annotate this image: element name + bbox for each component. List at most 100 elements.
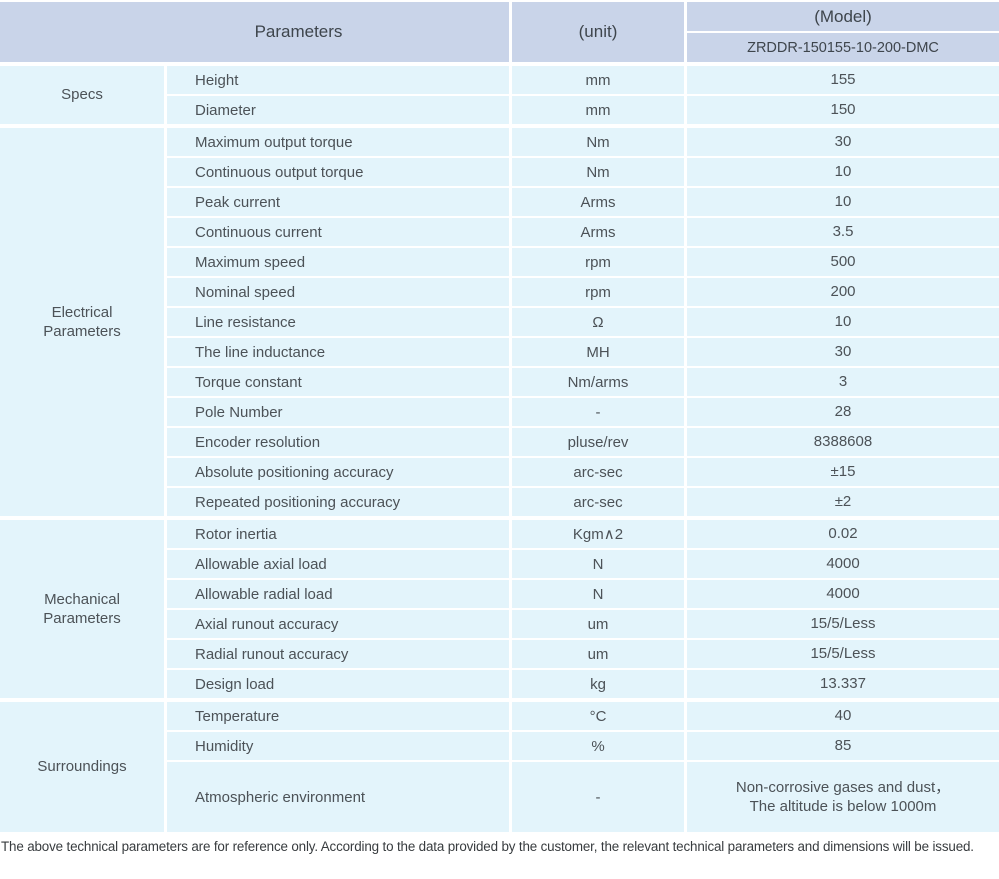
value-cell-line: 13.337 (820, 675, 866, 693)
unit-cell-line: Nm (586, 163, 610, 181)
value-cell-line: Non-corrosive gases and dust， (735, 778, 951, 796)
category-cell: Mechanical Parameters (0, 520, 164, 698)
param-name-cell-line: Encoder resolution (195, 433, 321, 451)
section-rows: Rotor inertia Kgm∧2 0.02 Allowable axial lo… (167, 520, 999, 698)
table-row: Allowable axial load N 4000 (167, 550, 999, 578)
unit-cell: N (512, 580, 684, 608)
param-name-cell-line: Design load (195, 675, 275, 693)
param-name-cell-line: Temperature (195, 707, 280, 725)
header-model-cell: (Model) (687, 2, 999, 31)
category-cell-line: Surroundings (37, 758, 127, 776)
unit-cell-line: rpm (585, 283, 611, 301)
unit-cell-line: rpm (585, 253, 611, 271)
unit-cell: Arms (512, 218, 684, 246)
unit-cell: pluse/rev (512, 428, 684, 456)
param-name-cell: Maximum speed (167, 248, 509, 276)
value-cell: 0.02 (687, 520, 999, 548)
table-row: Maximum output torque Nm 30 (167, 128, 999, 156)
header-unit-cell: (unit) (512, 2, 684, 62)
table-row: The line inductance MH 30 (167, 338, 999, 366)
value-cell-line: 155 (830, 71, 856, 89)
value-cell: 8388608 (687, 428, 999, 456)
category-cell-line: Mechanical (44, 590, 120, 608)
value-cell: 28 (687, 398, 999, 426)
value-cell-line: 40 (834, 707, 852, 725)
table-row: Line resistance Ω 10 (167, 308, 999, 336)
param-name-cell: Encoder resolution (167, 428, 509, 456)
param-name-cell: Continuous current (167, 218, 509, 246)
value-cell-line: 500 (830, 253, 856, 271)
param-name-cell: Continuous output torque (167, 158, 509, 186)
value-cell-line: 15/5/Less (810, 645, 876, 663)
category-cell: Specs (0, 66, 164, 124)
param-name-cell-line: Absolute positioning accuracy (195, 463, 394, 481)
unit-cell: Nm/arms (512, 368, 684, 396)
header-model-code-cell: ZRDDR-150155-10-200-DMC (687, 33, 999, 62)
unit-cell: um (512, 640, 684, 668)
value-cell: 200 (687, 278, 999, 306)
table-body: Specs Height mm 155 Diameter mm 150 Electrical P… (0, 62, 999, 832)
param-name-cell-line: Line resistance (195, 313, 296, 331)
spec-sheet-page: Parameters (unit) (Model) ZRDDR-150155-1… (0, 2, 999, 854)
unit-cell-line: arc-sec (573, 463, 623, 481)
footer-note: The above technical parameters are for r… (1, 839, 974, 854)
unit-cell-line: pluse/rev (567, 433, 629, 451)
param-name-cell-line: Allowable radial load (195, 585, 333, 603)
table-row: Temperature °C 40 (167, 702, 999, 730)
param-name-cell: Nominal speed (167, 278, 509, 306)
value-cell-line: 30 (834, 343, 852, 361)
value-cell: 10 (687, 308, 999, 336)
param-name-cell-line: Continuous current (195, 223, 322, 241)
param-name-cell-line: The line inductance (195, 343, 326, 361)
value-cell-line: 85 (834, 737, 852, 755)
value-cell: 4000 (687, 580, 999, 608)
param-name-cell-line: Rotor inertia (195, 525, 277, 543)
unit-cell-line: % (591, 737, 605, 755)
table-row: Nominal speed rpm 200 (167, 278, 999, 306)
value-cell: 3 (687, 368, 999, 396)
param-name-cell: Rotor inertia (167, 520, 509, 548)
param-name-cell-line: Atmospheric environment (195, 788, 366, 806)
param-name-cell: Line resistance (167, 308, 509, 336)
param-name-cell: Absolute positioning accuracy (167, 458, 509, 486)
unit-cell-line: um (587, 645, 609, 663)
category-cell: Surroundings (0, 702, 164, 832)
unit-cell-line: kg (590, 675, 606, 693)
unit-cell: Nm (512, 158, 684, 186)
table-row: Radial runout accuracy um 15/5/Less (167, 640, 999, 668)
param-name-cell-line: Height (195, 71, 239, 89)
param-name-cell: Allowable axial load (167, 550, 509, 578)
table-section: Surroundings Temperature °C 40 Humidity% 85 At… (0, 702, 999, 832)
unit-cell-line: Nm (586, 133, 610, 151)
unit-cell: arc-sec (512, 488, 684, 516)
value-cell: 500 (687, 248, 999, 276)
param-name-cell-line: Humidity (195, 737, 254, 755)
value-cell-line: 4000 (826, 585, 860, 603)
unit-cell-line: N (592, 585, 604, 603)
category-cell: Electrical Parameters (0, 128, 164, 516)
unit-cell: Kgm∧2 (512, 520, 684, 548)
header-parameters-cell: Parameters (0, 2, 509, 62)
table-section: Electrical Parameters Maximum output torqu… (0, 128, 999, 516)
unit-cell: °C (512, 702, 684, 730)
unit-cell-line: N (592, 555, 604, 573)
value-cell-line: ±2 (834, 493, 852, 511)
unit-cell-line: um (587, 615, 609, 633)
value-cell: 3.5 (687, 218, 999, 246)
unit-cell: - (512, 762, 684, 832)
value-cell: 30 (687, 338, 999, 366)
unit-cell-line: MH (586, 343, 610, 361)
param-name-cell-line: Maximum speed (195, 253, 306, 271)
value-cell: Non-corrosive gases and dust， The altitud… (687, 762, 999, 832)
value-cell-line: 3 (838, 373, 848, 391)
value-cell-line: 30 (834, 133, 852, 151)
param-name-cell-line: Radial runout accuracy (195, 645, 349, 663)
param-name-cell-line: Torque constant (195, 373, 302, 391)
unit-cell: mm (512, 66, 684, 94)
table-row: Rotor inertia Kgm∧2 0.02 (167, 520, 999, 548)
table-row: Allowable radial load N 4000 (167, 580, 999, 608)
param-name-cell: Design load (167, 670, 509, 698)
value-cell: ±2 (687, 488, 999, 516)
param-name-cell-line: Repeated positioning accuracy (195, 493, 401, 511)
table-section: Mechanical Parameters Rotor inertia Kgm∧2 0.… (0, 520, 999, 698)
